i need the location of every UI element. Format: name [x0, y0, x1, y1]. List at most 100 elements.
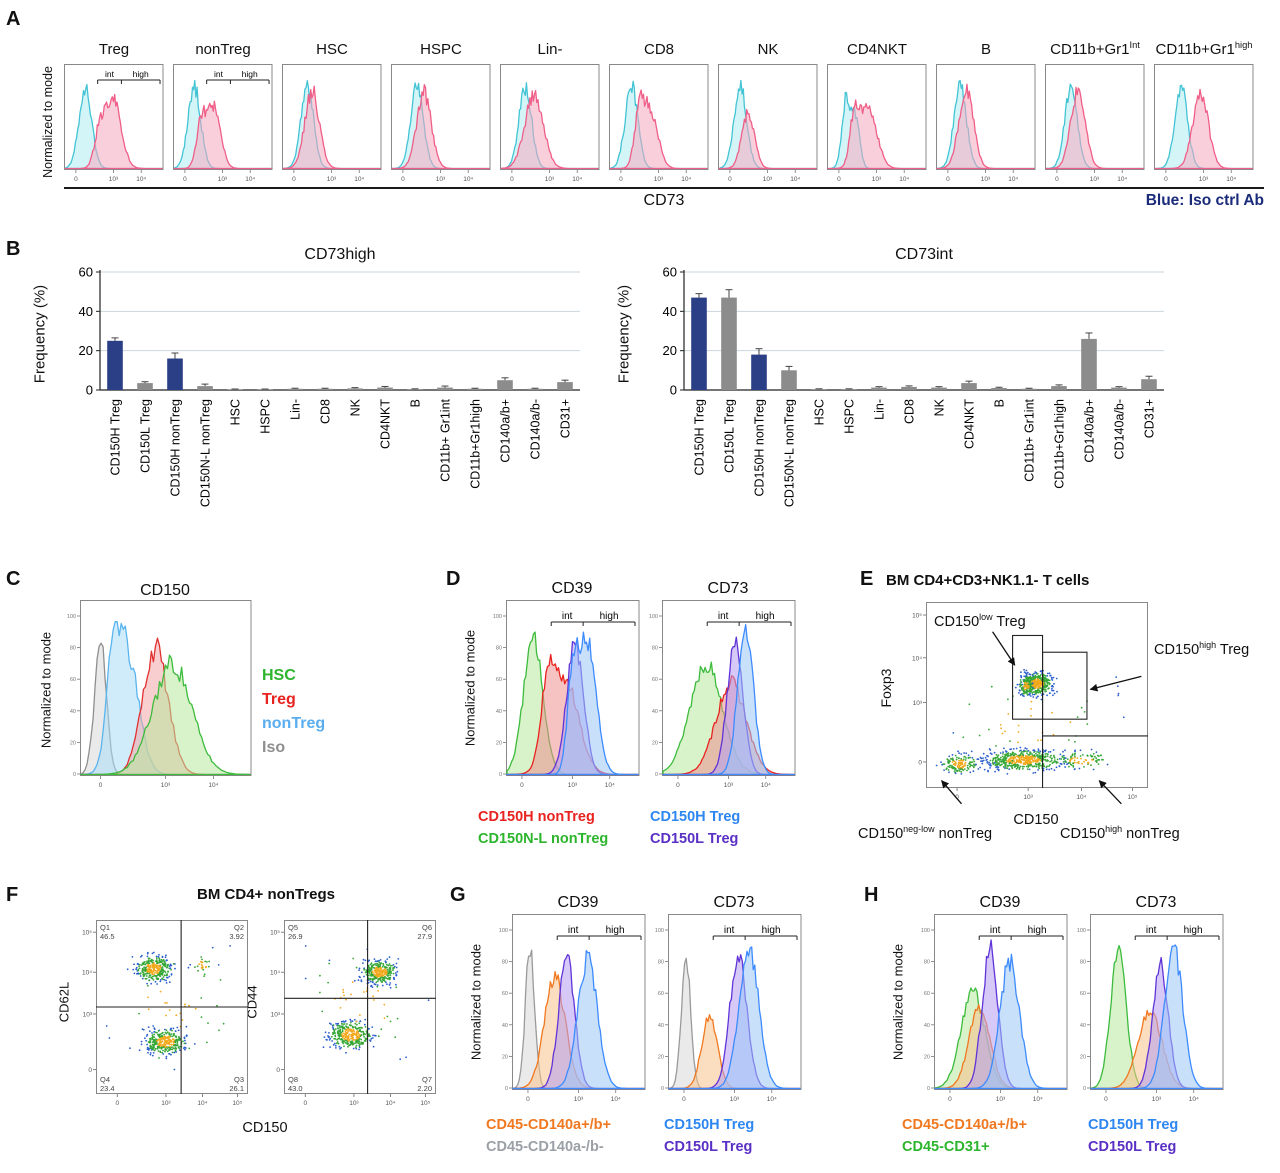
flow-histogram-g-cd39: 0 20 40 60 80 100 int high 0 10³ 10⁴	[499, 914, 646, 1103]
flow-histogram-b: 0 10³ 10⁴	[936, 64, 1036, 183]
svg-text:10³: 10³	[996, 1096, 1006, 1103]
svg-text:0: 0	[837, 176, 841, 183]
svg-text:10³: 10³	[1199, 176, 1209, 183]
svg-text:0: 0	[946, 176, 950, 183]
svg-text:10⁴: 10⁴	[912, 655, 922, 662]
svg-text:int: int	[568, 925, 579, 936]
svg-text:CD11b+ Gr1int: CD11b+ Gr1int	[1023, 398, 1037, 481]
b-right-y-axis-label: Frequency (%)	[615, 284, 633, 384]
svg-text:60: 60	[496, 677, 502, 683]
h-y-axis-label: Normalized to mode	[890, 943, 906, 1061]
hist-title-nontreg: nonTreg	[195, 41, 251, 58]
svg-text:0: 0	[510, 176, 514, 183]
svg-text:10³: 10³	[913, 700, 923, 707]
flow-histogram-nontreg: int high 0 10³ 10⁴	[173, 64, 273, 183]
bar-chart-cd73int: 0 20 40 60 CD150H Treg CD150L Treg CD150H nonT…	[663, 265, 1164, 507]
svg-text:CD11b+Gr1high: CD11b+Gr1high	[469, 399, 483, 489]
svg-text:CD150H Treg: CD150H Treg	[109, 399, 123, 475]
svg-text:10⁵: 10⁵	[912, 613, 922, 620]
svg-text:10⁴: 10⁴	[572, 176, 582, 183]
svg-text:40: 40	[79, 304, 93, 319]
svg-text:10⁴: 10⁴	[1226, 176, 1236, 183]
svg-text:0: 0	[292, 176, 296, 183]
svg-text:int: int	[214, 69, 224, 79]
svg-text:26.9: 26.9	[288, 932, 303, 941]
svg-text:40: 40	[658, 1023, 664, 1029]
iso-ctrl-note: Blue: Iso ctrl Ab	[1145, 192, 1264, 209]
panel-label-f: F	[6, 884, 19, 906]
svg-text:HSPC: HSPC	[843, 399, 857, 434]
svg-text:60: 60	[924, 991, 930, 997]
svg-text:10³: 10³	[109, 176, 119, 183]
svg-text:10⁵: 10⁵	[232, 1100, 242, 1107]
svg-text:CD140a/b+: CD140a/b+	[499, 399, 513, 463]
svg-text:0: 0	[73, 772, 76, 778]
svg-text:0: 0	[499, 772, 502, 778]
svg-text:100: 100	[1077, 928, 1086, 934]
svg-text:10³: 10³	[349, 1100, 359, 1107]
svg-text:CD8: CD8	[903, 399, 917, 424]
panel-label-a: A	[6, 8, 21, 30]
svg-text:60: 60	[663, 265, 677, 280]
svg-text:CD8: CD8	[319, 399, 333, 424]
svg-text:high: high	[242, 69, 258, 79]
flow-histogram-g-cd73: 0 20 40 60 80 100 int high 0 10³ 10⁴	[655, 914, 802, 1103]
panel-label-g: G	[450, 884, 466, 906]
svg-text:CD11b+ Gr1int: CD11b+ Gr1int	[439, 398, 453, 481]
svg-text:0: 0	[728, 176, 732, 183]
svg-text:10³: 10³	[574, 1096, 584, 1103]
svg-text:CD31+: CD31+	[559, 399, 573, 438]
svg-text:0: 0	[520, 782, 524, 789]
legend-item-cd45-cd140-neg: CD45-CD140a-/b-	[486, 1139, 604, 1155]
svg-text:0: 0	[74, 176, 78, 183]
h-legend-col1: CD45-CD140a+/b+ CD45-CD31+	[902, 1114, 1027, 1158]
legend-item-iso: Iso	[262, 739, 286, 756]
flow-histogram-cd8: 0 10³ 10⁴	[609, 64, 709, 183]
svg-text:26.1: 26.1	[229, 1084, 244, 1093]
legend-item-h-cd45-cd140-pos: CD45-CD140a+/b+	[902, 1117, 1027, 1133]
svg-text:high: high	[756, 611, 775, 622]
svg-text:20: 20	[79, 343, 93, 358]
svg-text:0: 0	[676, 782, 680, 789]
svg-text:10³: 10³	[161, 782, 171, 789]
g-title-cd73: CD73	[713, 894, 755, 911]
svg-text:CD140a/b-: CD140a/b-	[1113, 399, 1127, 459]
svg-text:Q3: Q3	[234, 1075, 244, 1084]
c-title: CD150	[140, 582, 190, 599]
svg-text:CD140a/b-: CD140a/b-	[529, 399, 543, 459]
svg-text:40: 40	[70, 709, 76, 715]
svg-text:10⁵: 10⁵	[270, 930, 280, 937]
c-y-axis-label: Normalized to mode	[38, 631, 54, 749]
f-y-axis-label-cd62l: CD62L	[56, 981, 72, 1023]
svg-text:10⁴: 10⁴	[767, 1096, 777, 1103]
svg-text:0: 0	[655, 772, 658, 778]
panel-label-h: H	[864, 884, 879, 906]
legend-item-h-cd45-cd31: CD45-CD31+	[902, 1139, 990, 1155]
svg-text:10⁴: 10⁴	[899, 176, 909, 183]
svg-text:0: 0	[86, 383, 93, 398]
svg-text:60: 60	[502, 991, 508, 997]
g-legend-col1: CD45-CD140a+/b+ CD45-CD140a-/b-	[486, 1114, 611, 1158]
hist-title-b: B	[980, 41, 991, 58]
legend-item-g-cd150h-treg: CD150H Treg	[664, 1117, 755, 1133]
c-legend: HSC Treg nonTreg Iso	[262, 664, 325, 760]
svg-text:40: 40	[663, 304, 677, 319]
svg-text:10⁴: 10⁴	[1189, 1096, 1199, 1103]
d-title-cd73: CD73	[707, 580, 749, 597]
svg-text:10⁴: 10⁴	[245, 176, 255, 183]
svg-text:80: 80	[924, 960, 930, 966]
svg-text:100: 100	[649, 614, 658, 620]
svg-text:CD150H nonTreg: CD150H nonTreg	[753, 399, 767, 497]
svg-text:0: 0	[115, 1100, 119, 1107]
annotation-cd150high-treg: CD150high Treg	[1154, 640, 1250, 658]
bar-chart-title-cd73int: CD73int	[895, 246, 953, 263]
legend-item-h-cd150l-treg: CD150L Treg	[1088, 1139, 1177, 1155]
svg-text:10⁴: 10⁴	[1117, 176, 1127, 183]
svg-text:0: 0	[276, 1067, 280, 1074]
svg-text:Q8: Q8	[288, 1075, 298, 1084]
svg-text:60: 60	[70, 677, 76, 683]
svg-text:10³: 10³	[218, 176, 228, 183]
legend-item-hsc: HSC	[262, 667, 296, 684]
svg-text:int: int	[990, 925, 1001, 936]
